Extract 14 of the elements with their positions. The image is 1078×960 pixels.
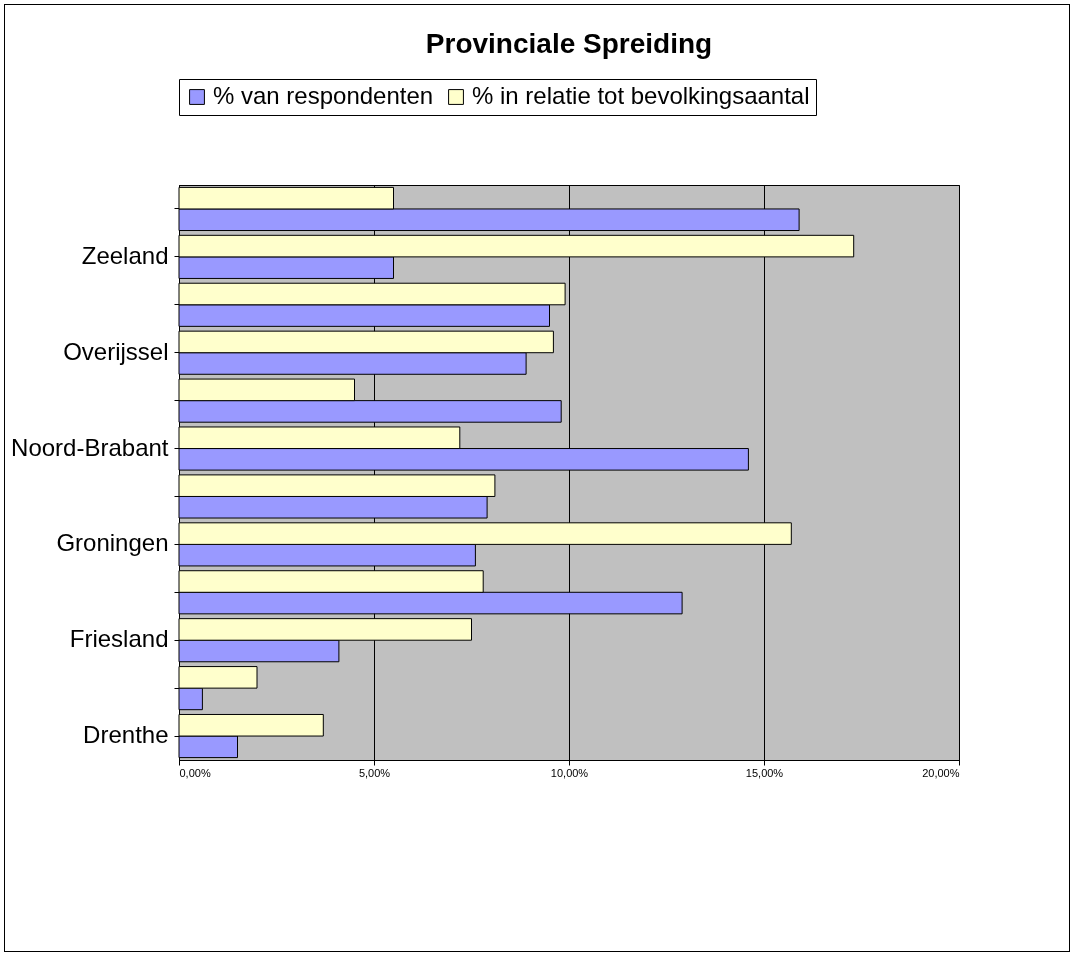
legend-label: % van respondenten <box>213 82 434 109</box>
y-tick-label: Noord-Brabant <box>11 433 169 461</box>
legend-label: % in relatie tot bevolkingsaantal <box>472 82 810 109</box>
x-tick-label: 10,00% <box>550 766 589 779</box>
y-tick-label: Drenthe <box>83 721 169 749</box>
y-tick-label: Friesland <box>69 625 169 653</box>
y-tick-label: Groningen <box>56 529 169 557</box>
x-tick-label: 15,00% <box>745 766 784 779</box>
y-tick-label: Overijssel <box>63 337 169 365</box>
chart-title: Provinciale Spreiding <box>425 27 713 59</box>
x-tick-label: 0,00% <box>179 766 211 779</box>
x-tick-label: 20,00% <box>922 766 960 779</box>
y-tick-label: Zeeland <box>81 241 169 269</box>
x-tick-label: 5,00% <box>358 766 391 779</box>
